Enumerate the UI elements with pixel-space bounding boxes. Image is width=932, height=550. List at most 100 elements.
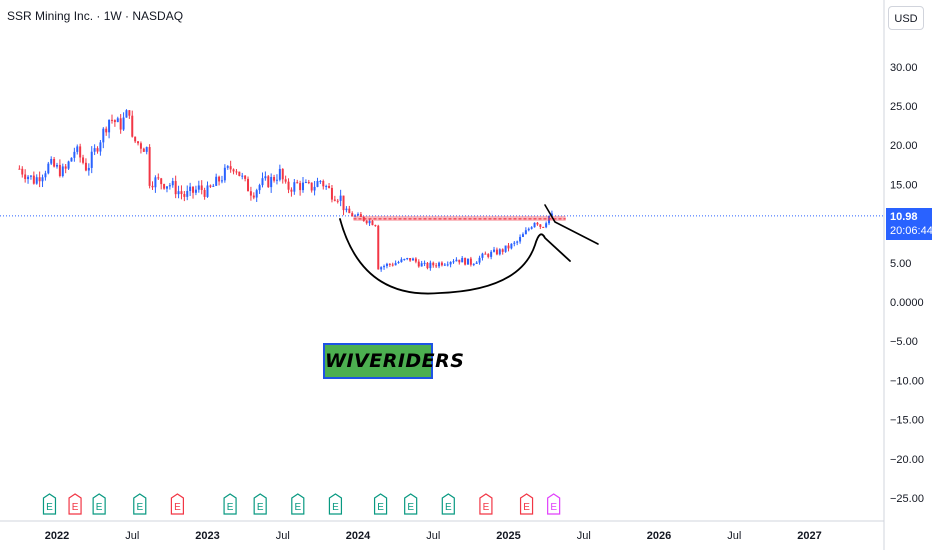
currency-button[interactable]: USD (888, 6, 924, 30)
earnings-marker[interactable]: E (68, 493, 82, 515)
candle-body (307, 182, 310, 184)
candle-body (79, 146, 82, 158)
earnings-badge (68, 493, 82, 515)
candle-body (189, 186, 192, 191)
candle-body (171, 181, 174, 186)
candle-body (296, 182, 299, 184)
earnings-marker[interactable]: E (42, 493, 57, 515)
earnings-badge (42, 493, 57, 515)
candle-body (472, 263, 475, 265)
trend-line-drawing[interactable] (544, 204, 599, 245)
candle-body (406, 258, 409, 260)
candle-body (527, 228, 530, 231)
earnings-marker[interactable]: E (479, 493, 493, 515)
candle-body (484, 253, 487, 255)
candle-body (151, 185, 154, 188)
candle-body (53, 159, 56, 167)
earnings-label: E (377, 502, 384, 513)
candle-body (258, 185, 261, 191)
candle-body (194, 189, 197, 193)
earnings-marker[interactable]: E (170, 493, 184, 515)
candle-body (241, 175, 244, 177)
candle-body (507, 245, 510, 249)
earnings-label: E (227, 502, 234, 513)
candle-body (281, 168, 284, 180)
candle-body (354, 215, 357, 217)
earnings-badge (170, 493, 184, 515)
earnings-badge (92, 493, 106, 515)
candle-body (50, 159, 53, 164)
candle-body (44, 173, 47, 178)
earnings-marker[interactable]: E (547, 493, 561, 515)
y-tick-label: −5.00 (890, 336, 918, 348)
candle-body (134, 136, 137, 142)
candle-body (414, 258, 417, 262)
candle-body (304, 182, 307, 184)
candle-body (35, 177, 38, 184)
earnings-badge (441, 493, 455, 515)
y-tick-label: 20.00 (890, 140, 918, 152)
candle-body (400, 259, 403, 263)
candle-body (388, 263, 391, 265)
candle-body (310, 182, 313, 191)
candle-body (183, 194, 186, 197)
candle-body (249, 191, 252, 196)
resistance-zone[interactable] (353, 215, 566, 221)
earnings-marker[interactable]: E (92, 493, 106, 515)
cup-and-handle-drawing[interactable] (339, 218, 571, 295)
earnings-label: E (550, 502, 557, 513)
earnings-marker[interactable]: E (373, 493, 388, 515)
candle-body (368, 220, 371, 224)
candle-body (87, 167, 90, 171)
candle-body (466, 258, 469, 265)
candle-body (519, 236, 522, 242)
earnings-label: E (72, 502, 79, 513)
earnings-marker[interactable]: E (291, 493, 305, 515)
candle-body (200, 185, 203, 190)
candle-body (409, 258, 412, 261)
candle-body (76, 146, 79, 152)
earnings-label: E (445, 502, 452, 513)
candle-body (394, 263, 397, 266)
candle-body (197, 185, 200, 190)
earnings-marker[interactable]: E (328, 493, 343, 515)
candle-body (261, 178, 264, 186)
drawings[interactable] (339, 204, 599, 295)
earnings-badge (253, 493, 267, 515)
candle-body (122, 117, 125, 130)
earnings-marker[interactable]: E (223, 493, 237, 515)
earnings-marker[interactable]: E (133, 493, 147, 515)
earnings-marker[interactable]: E (441, 493, 455, 515)
candle-body (330, 187, 333, 200)
candle-body (113, 120, 116, 123)
candle-body (299, 183, 302, 191)
earnings-marker[interactable]: E (253, 493, 267, 515)
candle-body (452, 261, 455, 263)
candle-body (487, 254, 490, 257)
y-tick-label: 15.00 (890, 179, 918, 191)
y-tick-label: 0.0000 (890, 297, 924, 309)
candle-body (493, 249, 496, 252)
candle-body (383, 266, 386, 268)
earnings-label: E (96, 502, 103, 513)
candle-body (371, 220, 374, 226)
earnings-label: E (483, 502, 490, 513)
candle-body (267, 176, 270, 188)
candle-body (116, 118, 119, 123)
candle-body (333, 199, 336, 201)
candle-body (458, 259, 461, 263)
earnings-marker[interactable]: E (519, 493, 534, 515)
earnings-marker[interactable]: E (404, 493, 418, 515)
candle-body (328, 185, 331, 188)
candle-body (440, 262, 443, 266)
candle-body (148, 147, 151, 186)
candle-body (128, 110, 131, 116)
candle-body (542, 226, 545, 228)
candle-body (429, 262, 432, 269)
earnings-badge (328, 493, 343, 515)
candle-body (351, 213, 354, 217)
candle-body (27, 176, 30, 180)
candle-body (255, 190, 258, 198)
